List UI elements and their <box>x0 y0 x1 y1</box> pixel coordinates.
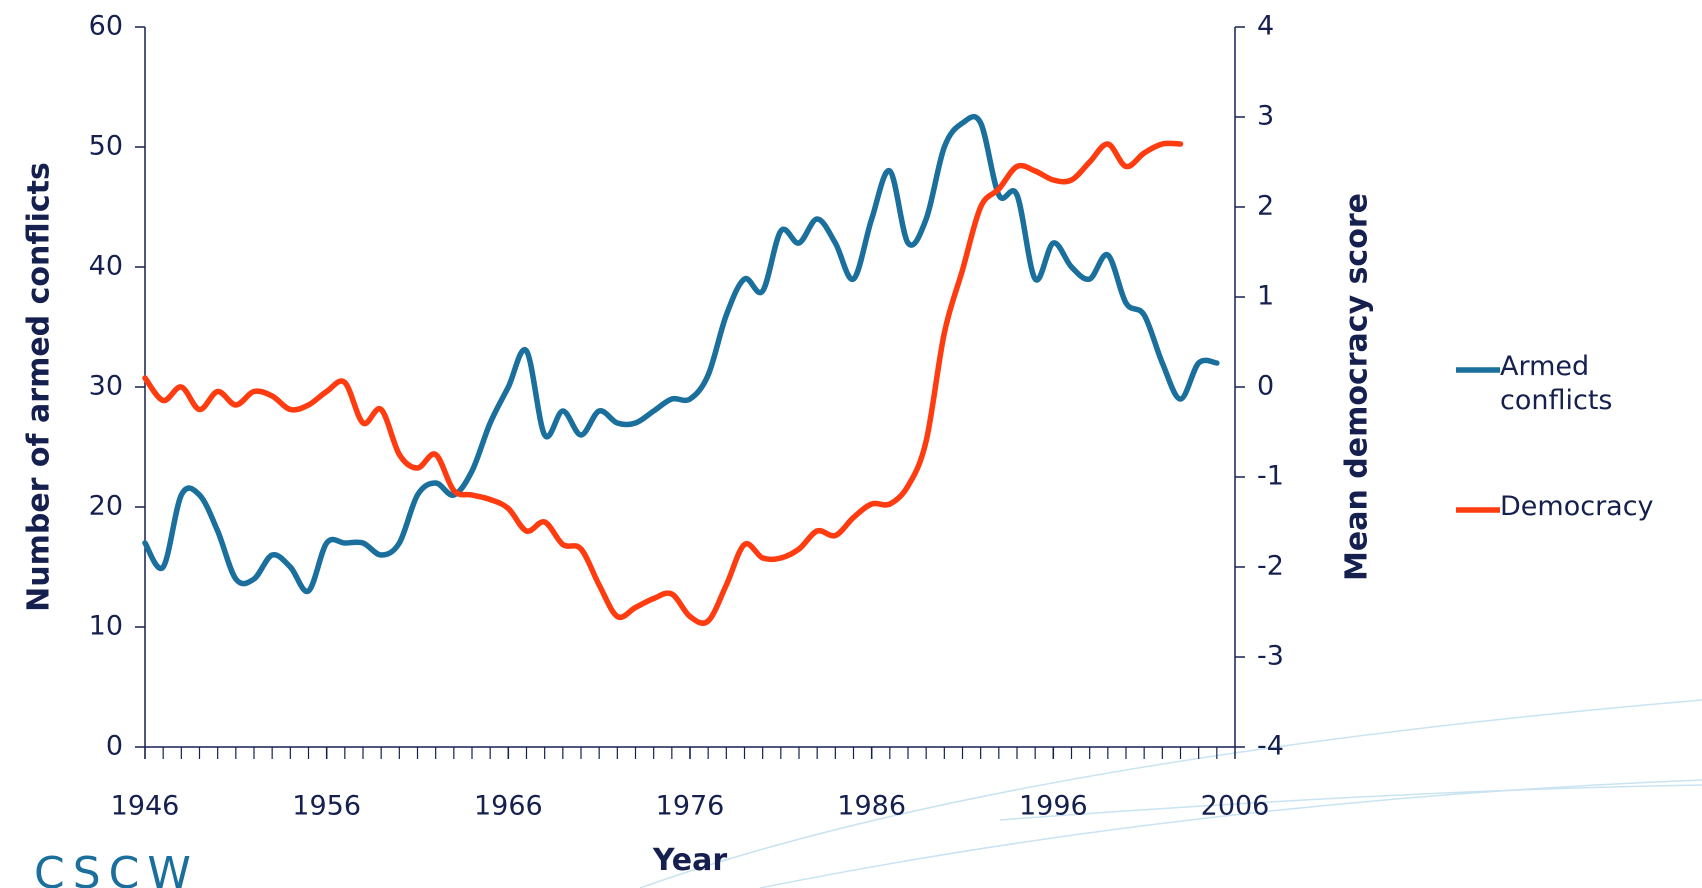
x-tick-label: 1946 <box>111 791 180 822</box>
legend-item: Armed conflicts <box>1500 351 1613 416</box>
y-axis-title: Number of armed conflicts <box>22 162 57 612</box>
y-tick-label: 30 <box>89 371 123 402</box>
x-tick-label: 1956 <box>292 791 361 822</box>
y-tick-label: 50 <box>89 131 123 162</box>
swoosh <box>639 699 1702 888</box>
y-tick-label: 0 <box>106 731 123 762</box>
x-tick-label: 1966 <box>474 791 543 822</box>
background-swoosh <box>639 699 1702 888</box>
series-line <box>142 113 1220 595</box>
series-line <box>142 140 1184 626</box>
y-tick-label: 20 <box>89 491 123 522</box>
y-tick-label: 60 <box>89 11 123 42</box>
y2-tick-label: 3 <box>1257 101 1274 132</box>
y2-tick-label: -2 <box>1257 551 1284 582</box>
x-axis-title: Year <box>652 843 728 878</box>
y2-tick-label: -4 <box>1257 731 1284 762</box>
swoosh <box>999 784 1702 821</box>
y2-tick-label: 4 <box>1257 11 1274 42</box>
x-tick-label: 1996 <box>1019 791 1088 822</box>
y2-axis-title: Mean democracy score <box>1340 193 1375 581</box>
logo: CSCW <box>34 848 199 888</box>
y2-tick-label: 1 <box>1257 281 1274 312</box>
y2-tick-label: -1 <box>1257 461 1284 492</box>
y2-tick-label: -3 <box>1257 641 1284 672</box>
x-tick-label: 1976 <box>656 791 725 822</box>
swoosh <box>759 779 1702 888</box>
legend-item: Democracy <box>1500 491 1654 522</box>
y2-tick-label: 0 <box>1257 371 1274 402</box>
y2-tick-label: 2 <box>1257 191 1274 222</box>
x-tick-label: 1986 <box>837 791 906 822</box>
y-tick-label: 10 <box>89 611 123 642</box>
x-tick-label: 2006 <box>1201 791 1270 822</box>
y-tick-label: 40 <box>89 251 123 282</box>
